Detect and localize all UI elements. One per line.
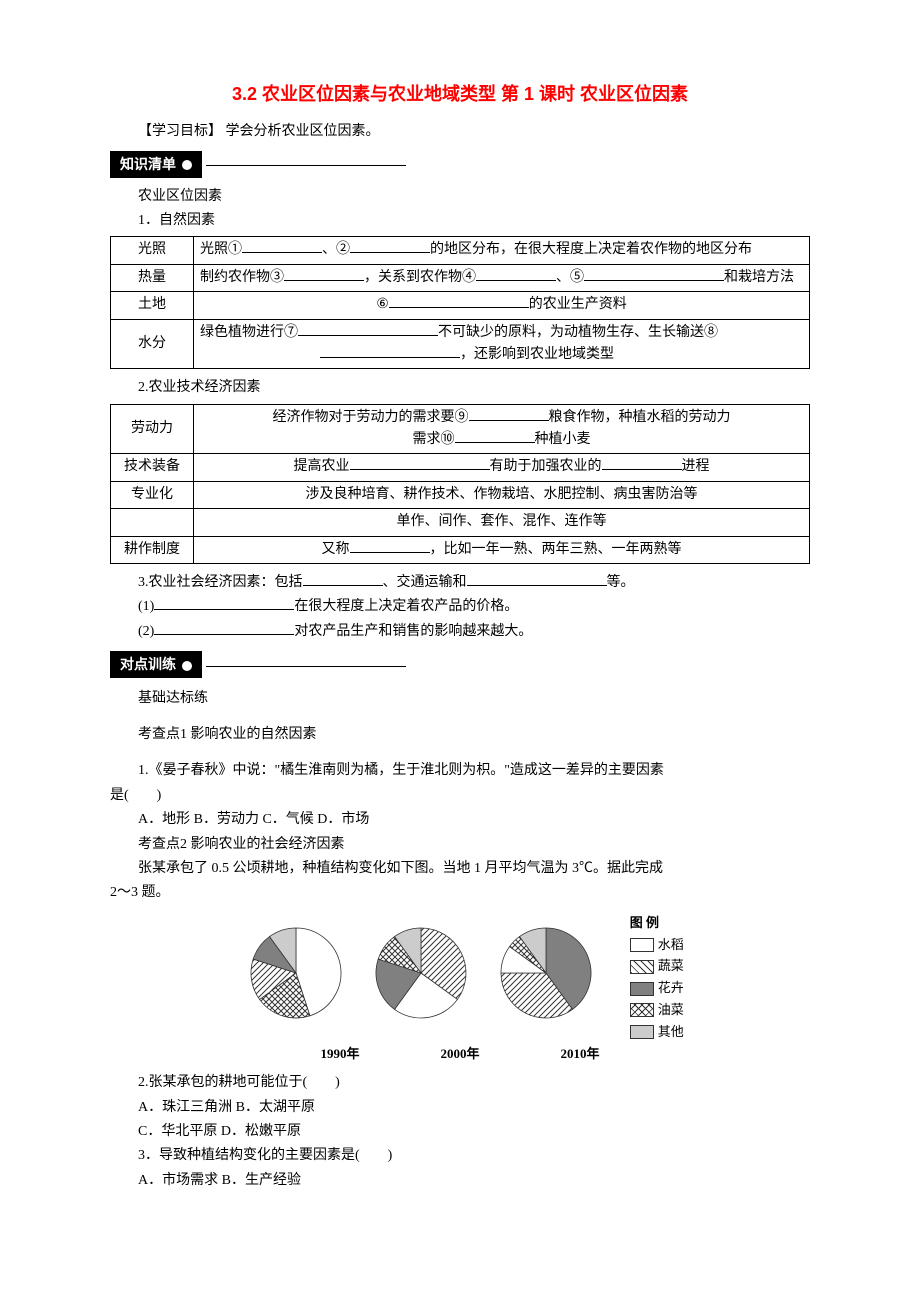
legend-title: 图 例 xyxy=(630,913,684,934)
cell-text: 、⑤ xyxy=(556,270,584,285)
row-label: 热量 xyxy=(111,264,194,291)
natural-heading: 1．自然因素 xyxy=(110,210,810,232)
table-row: 热量 制约农作物③ ，关系到农作物④ 、⑤ 和栽培方法 xyxy=(111,264,810,291)
factors-heading: 农业区位因素 xyxy=(110,186,810,208)
row-label: 水分 xyxy=(111,319,194,369)
cell-text: ，关系到农作物④ xyxy=(364,270,476,285)
text: (2) xyxy=(138,624,154,639)
knowledge-label: 知识清单 xyxy=(120,156,176,172)
q2-intro-a: 张某承包了 0.5 公顷耕地，种植结构变化如下图。当地 1 月平均气温为 3℃。… xyxy=(110,858,810,880)
row-content: ⑥ 的农业生产资料 xyxy=(194,292,810,319)
practice-basic: 基础达标练 xyxy=(110,688,810,710)
legend-item: 蔬菜 xyxy=(630,956,684,977)
q3-opts: A．市场需求 B．生产经验 xyxy=(110,1170,810,1192)
cell-text: 和栽培方法 xyxy=(724,270,794,285)
legend-item: 油菜 xyxy=(630,1000,684,1021)
natural-factors-table: 光照 光照① 、② 的地区分布，在很大程度上决定着农作物的地区分布 热量 制约农作物… xyxy=(110,236,810,369)
cell-text: ⑥ xyxy=(376,297,389,312)
row-label: 劳动力 xyxy=(111,404,194,454)
text: (1) xyxy=(138,599,154,614)
text: 、交通运输和 xyxy=(383,575,467,590)
q1-tail: 是( ) xyxy=(110,785,810,807)
cell-text: 有助于加强农业的 xyxy=(490,459,602,474)
row-content: 提高农业 有助于加强农业的 进程 xyxy=(194,454,810,481)
row-content: 制约农作物③ ，关系到农作物④ 、⑤ 和栽培方法 xyxy=(194,264,810,291)
table-row: 技术装备 提高农业 有助于加强农业的 进程 xyxy=(111,454,810,481)
row-content: 经济作物对于劳动力的需求要⑨ 粮食作物，种植水稻的劳动力 需求⑩ 种植小麦 xyxy=(194,404,810,454)
cell-text: 粮食作物，种植水稻的劳动力 xyxy=(549,410,731,425)
kq1: 考查点1 影响农业的自然因素 xyxy=(110,724,810,746)
table-row: 专业化 涉及良种培育、耕作技术、作物栽培、水肥控制、病虫害防治等 xyxy=(111,481,810,508)
table-row: 土地 ⑥ 的农业生产资料 xyxy=(111,292,810,319)
row-label xyxy=(111,509,194,536)
cell-text: 光照① xyxy=(200,242,242,257)
legend-item: 花卉 xyxy=(630,978,684,999)
table-row: 耕作制度 又称 ，比如一年一熟、两年三熟、一年两熟等 xyxy=(111,536,810,563)
q2-optB: C．华北平原 D．松嫩平原 xyxy=(110,1121,810,1143)
row-label: 光照 xyxy=(111,237,194,264)
row-label: 土地 xyxy=(111,292,194,319)
text: 对农产品生产和销售的影响越来越大。 xyxy=(294,624,532,639)
kq2: 考查点2 影响农业的社会经济因素 xyxy=(110,834,810,856)
row-content: 绿色植物进行⑦ 不可缺少的原料，为动植物生存、生长输送⑧ ，还影响到农业地域类型 xyxy=(194,319,810,369)
tech-heading: 2.农业技术经济因素 xyxy=(110,377,810,399)
row-content: 涉及良种培育、耕作技术、作物栽培、水肥控制、病虫害防治等 xyxy=(194,481,810,508)
year-labels: 1990年2000年2010年 xyxy=(110,1044,810,1065)
q1-opts: A．地形 B．劳动力 C．气候 D．市场 xyxy=(110,809,810,831)
cell-text: 提高农业 xyxy=(294,459,350,474)
practice-header: 对点训练 xyxy=(110,651,810,677)
table-row: 单作、间作、套作、混作、连作等 xyxy=(111,509,810,536)
sub1: (1) 在很大程度上决定着农产品的价格。 xyxy=(110,596,810,618)
legend-item: 其他 xyxy=(630,1022,684,1043)
cell-text: 不可缺少的原料，为动植物生存、生长输送⑧ xyxy=(438,325,718,340)
practice-label: 对点训练 xyxy=(120,656,176,672)
cell-text: 经济作物对于劳动力的需求要⑨ xyxy=(273,410,469,425)
legend-item: 水稻 xyxy=(630,935,684,956)
cell-text: ，还影响到农业地域类型 xyxy=(460,347,614,362)
pie-svg xyxy=(236,918,616,1038)
chart-legend: 图 例 水稻蔬菜花卉油菜其他 xyxy=(630,913,684,1044)
q3-stem: 3．导致种植结构变化的主要因素是( ) xyxy=(110,1145,810,1167)
row-label: 耕作制度 xyxy=(111,536,194,563)
text: 在很大程度上决定着农产品的价格。 xyxy=(294,599,518,614)
row-content: 单作、间作、套作、混作、连作等 xyxy=(194,509,810,536)
text: 等。 xyxy=(607,575,635,590)
social-heading: 3.农业社会经济因素：包括 、交通运输和 等。 xyxy=(110,572,810,594)
table-row: 劳动力 经济作物对于劳动力的需求要⑨ 粮食作物，种植水稻的劳动力 需求⑩ 种植小麦 xyxy=(111,404,810,454)
row-label: 技术装备 xyxy=(111,454,194,481)
pie-charts: 图 例 水稻蔬菜花卉油菜其他 1990年2000年2010年 xyxy=(110,913,810,1065)
cell-text: 、② xyxy=(322,242,350,257)
cell-text: 的地区分布，在很大程度上决定着农作物的地区分布 xyxy=(430,242,752,257)
cell-text: 进程 xyxy=(682,459,710,474)
table-row: 水分 绿色植物进行⑦ 不可缺少的原料，为动植物生存、生长输送⑧ ，还影响到农业地域… xyxy=(111,319,810,369)
row-content: 又称 ，比如一年一熟、两年三熟、一年两熟等 xyxy=(194,536,810,563)
q2-optA: A．珠江三角洲 B．太湖平原 xyxy=(110,1097,810,1119)
knowledge-header: 知识清单 xyxy=(110,151,810,177)
objective: 【学习目标】 学会分析农业区位因素。 xyxy=(110,121,810,143)
sub2: (2) 对农产品生产和销售的影响越来越大。 xyxy=(110,621,810,643)
cell-text: 的农业生产资料 xyxy=(529,297,627,312)
page-title: 3.2 农业区位因素与农业地域类型 第 1 课时 农业区位因素 xyxy=(110,80,810,109)
q1-stem: 1.《晏子春秋》中说："橘生淮南则为橘，生于淮北则为枳。"造成这一差异的主要因素 xyxy=(110,760,810,782)
tech-factors-table: 劳动力 经济作物对于劳动力的需求要⑨粮食作物，种植水稻的劳动力 需求⑩种植小麦 … xyxy=(110,404,810,564)
cell-text: 需求⑩ xyxy=(413,432,455,447)
cell-text: 种植小麦 xyxy=(535,432,591,447)
q2-stem: 2.张某承包的耕地可能位于( ) xyxy=(110,1072,810,1094)
objective-text: 学会分析农业区位因素。 xyxy=(222,124,380,139)
row-content: 光照① 、② 的地区分布，在很大程度上决定着农作物的地区分布 xyxy=(194,237,810,264)
objective-label: 【学习目标】 xyxy=(138,124,222,139)
cell-text: ，比如一年一熟、两年三熟、一年两熟等 xyxy=(430,542,682,557)
cell-text: 又称 xyxy=(322,542,350,557)
cell-text: 制约农作物③ xyxy=(200,270,284,285)
row-label: 专业化 xyxy=(111,481,194,508)
text: 3.农业社会经济因素：包括 xyxy=(138,575,303,590)
cell-text: 绿色植物进行⑦ xyxy=(200,325,298,340)
q2-intro-b: 2～3 题。 xyxy=(110,882,810,904)
table-row: 光照 光照① 、② 的地区分布，在很大程度上决定着农作物的地区分布 xyxy=(111,237,810,264)
